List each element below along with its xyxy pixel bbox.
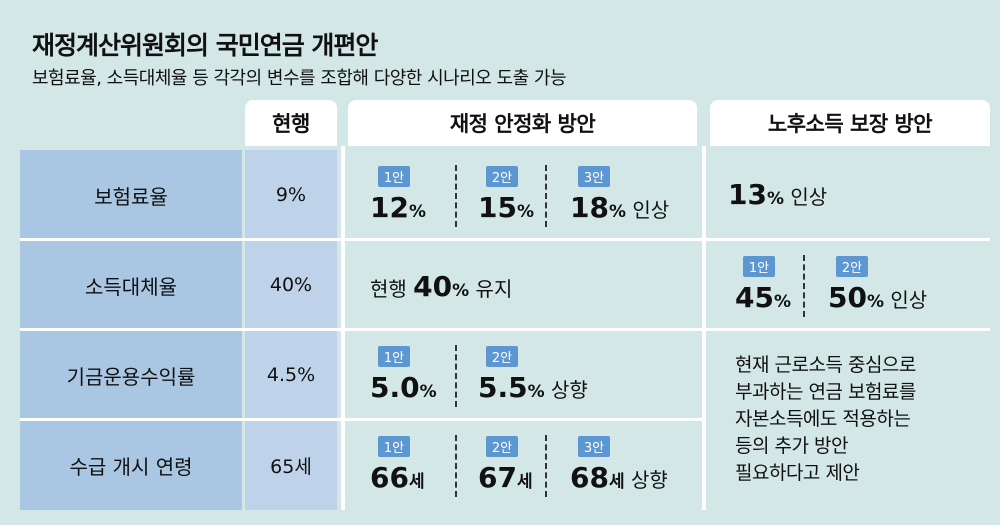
row-line — [20, 328, 990, 331]
unit: % — [773, 292, 792, 312]
option: 2안 15% — [478, 150, 534, 224]
row-label: 보험료율 — [20, 150, 242, 240]
unit: % — [527, 382, 545, 402]
row-label: 소득대체율 — [20, 240, 242, 330]
option-value: 5.5% 상향 — [478, 371, 588, 404]
divider — [545, 435, 547, 497]
number: 67 — [478, 461, 517, 494]
option-value: 66세 — [370, 461, 425, 494]
option: 3안 18% 인상 — [570, 150, 669, 224]
number: 45 — [735, 281, 774, 314]
option-badge: 2안 — [486, 436, 518, 457]
option-value: 68세 상향 — [570, 461, 668, 494]
column-header: 현행 — [245, 100, 337, 146]
unit: % — [608, 202, 627, 222]
column-header: 노후소득 보장 방안 — [710, 100, 990, 146]
suffix: 인상 — [632, 198, 670, 222]
divider — [455, 165, 457, 227]
option-badge: 3안 — [578, 166, 610, 187]
suffix: 상향 — [551, 378, 588, 402]
option: 13% 인상 — [728, 150, 827, 211]
number: 12 — [370, 191, 409, 224]
note-line: 자본소득에도 적용하는 — [735, 408, 911, 430]
number: 5.5 — [478, 371, 528, 404]
option-badge: 3안 — [578, 436, 610, 457]
unit: % — [419, 382, 437, 402]
option-value: 5.0% — [370, 371, 437, 404]
option-badge: 1안 — [378, 166, 410, 187]
option-badge: 1안 — [378, 346, 410, 367]
option: 2안 5.5% 상향 — [478, 330, 588, 404]
number: 50 — [828, 281, 867, 314]
prefix: 현행 — [370, 277, 407, 301]
column-line — [341, 146, 345, 510]
option: 3안 68세 상향 — [570, 420, 668, 494]
row-label: 기금운용수익률 — [20, 330, 242, 420]
suffix: 인상 — [790, 185, 828, 209]
note-line: 부과하는 연금 보험료를 — [735, 381, 916, 403]
unit: % — [516, 202, 535, 222]
row-line — [20, 238, 990, 241]
option-value: 18% 인상 — [570, 191, 669, 224]
option-badge: 2안 — [486, 166, 518, 187]
divider — [455, 345, 457, 407]
unit: 세 — [516, 472, 533, 492]
option-badge: 2안 — [836, 256, 868, 277]
option: 현행 40% 유지 — [370, 240, 512, 303]
unit: % — [452, 281, 470, 301]
divider — [803, 255, 805, 317]
unit: 세 — [608, 472, 625, 492]
option-value: 현행 40% 유지 — [370, 270, 512, 303]
row-line — [20, 418, 703, 421]
option-value: 15% — [478, 191, 534, 224]
note-line: 등의 추가 방안 — [735, 435, 848, 457]
option-value: 12% — [370, 191, 426, 224]
current-value: 4.5% — [245, 330, 337, 420]
option-value: 13% 인상 — [728, 178, 827, 211]
divider — [455, 435, 457, 497]
option-value: 50% 인상 — [828, 281, 927, 314]
option-value: 67세 — [478, 461, 533, 494]
suffix: 인상 — [890, 288, 928, 312]
number: 68 — [570, 461, 609, 494]
unit: % — [866, 292, 885, 312]
column-header: 재정 안정화 방안 — [348, 100, 697, 146]
suffix: 상향 — [630, 468, 668, 492]
option-value: 45% — [735, 281, 791, 314]
row-label: 수급 개시 연령 — [20, 420, 242, 510]
suffix: 유지 — [475, 277, 513, 301]
option: 1안 66세 — [370, 420, 425, 494]
unit: 세 — [408, 472, 425, 492]
option: 2안 67세 — [478, 420, 533, 494]
option: 1안 45% — [735, 240, 791, 314]
number: 15 — [478, 191, 517, 224]
subtitle: 보험료율, 소득대체율 등 각각의 변수를 조합해 다양한 시나리오 도출 가능 — [32, 68, 567, 89]
note-line: 필요하다고 제안 — [735, 462, 860, 484]
option: 1안 5.0% — [370, 330, 437, 404]
option-badge: 1안 — [378, 436, 410, 457]
current-value: 9% — [245, 150, 337, 240]
option-badge: 1안 — [743, 256, 775, 277]
current-value: 65세 — [245, 420, 337, 510]
option: 2안 50% 인상 — [828, 240, 927, 314]
column-line — [702, 146, 706, 510]
option-badge: 2안 — [486, 346, 518, 367]
number: 66 — [370, 461, 409, 494]
title: 재정계산위원회의 국민연금 개편안 — [32, 31, 378, 60]
current-value: 40% — [245, 240, 337, 330]
number: 18 — [570, 191, 609, 224]
number: 5.0 — [370, 371, 420, 404]
number: 40 — [413, 270, 453, 303]
number: 13 — [728, 178, 767, 211]
unit: % — [408, 202, 427, 222]
divider — [545, 165, 547, 227]
unit: % — [766, 189, 785, 209]
note-line: 현재 근로소득 중심으로 — [735, 354, 916, 376]
option: 1안 12% — [370, 150, 426, 224]
